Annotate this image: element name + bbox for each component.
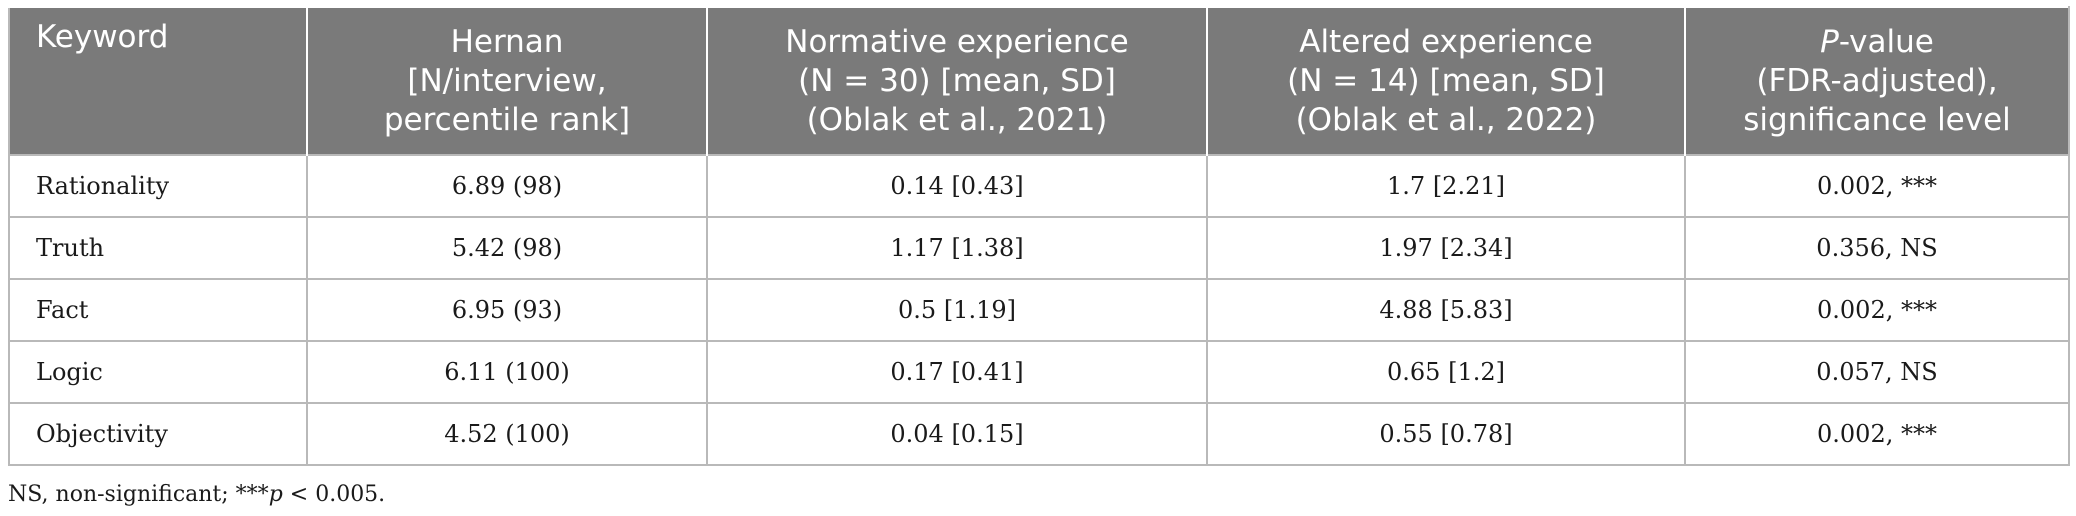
table-row: Truth 5.42 (98) 1.17 [1.38] 1.97 [2.34] … (8, 216, 2070, 280)
header-hernan: Hernan [N/interview, percentile rank] (306, 6, 708, 155)
normative-cell: 0.5 [1.19] (706, 278, 1208, 342)
p-value-cell: 0.002, *** (1684, 278, 2070, 342)
keyword-cell: Objectivity (8, 402, 308, 466)
normative-cell: 0.04 [0.15] (706, 402, 1208, 466)
normative-cell: 0.17 [0.41] (706, 340, 1208, 404)
altered-cell: 1.7 [2.21] (1206, 154, 1686, 218)
table-row: Objectivity 4.52 (100) 0.04 [0.15] 0.55 … (8, 402, 2070, 466)
hernan-cell: 5.42 (98) (306, 216, 708, 280)
hernan-cell: 6.95 (93) (306, 278, 708, 342)
altered-cell: 1.97 [2.34] (1206, 216, 1686, 280)
altered-cell: 0.55 [0.78] (1206, 402, 1686, 466)
table-row: Logic 6.11 (100) 0.17 [0.41] 0.65 [1.2] … (8, 340, 2070, 404)
p-value-cell: 0.057, NS (1684, 340, 2070, 404)
p-value-cell: 0.002, *** (1684, 154, 2070, 218)
hernan-cell: 6.11 (100) (306, 340, 708, 404)
header-normative-experience: Normative experience (N = 30) [mean, SD]… (706, 6, 1208, 155)
table-footnote: NS, non-significant; ***p < 0.005. (8, 482, 386, 507)
header-altered-experience: Altered experience (N = 14) [mean, SD] (… (1206, 6, 1686, 155)
keyword-cell: Truth (8, 216, 308, 280)
altered-cell: 4.88 [5.83] (1206, 278, 1686, 342)
keyword-cell: Fact (8, 278, 308, 342)
normative-cell: 0.14 [0.43] (706, 154, 1208, 218)
table-row: Fact 6.95 (93) 0.5 [1.19] 4.88 [5.83] 0.… (8, 278, 2070, 342)
keyword-cell: Logic (8, 340, 308, 404)
p-value-cell: 0.356, NS (1684, 216, 2070, 280)
hernan-cell: 6.89 (98) (306, 154, 708, 218)
altered-cell: 0.65 [1.2] (1206, 340, 1686, 404)
hernan-cell: 4.52 (100) (306, 402, 708, 466)
normative-cell: 1.17 [1.38] (706, 216, 1208, 280)
keyword-comparison-table: Keyword Hernan [N/interview, percentile … (8, 6, 2070, 466)
results-table-wrapper: Keyword Hernan [N/interview, percentile … (8, 6, 2070, 466)
header-p-value: P-value (FDR-adjusted), significance lev… (1684, 6, 2070, 155)
keyword-cell: Rationality (8, 154, 308, 218)
table-header-row: Keyword Hernan [N/interview, percentile … (8, 6, 2070, 155)
header-keyword: Keyword (8, 6, 308, 155)
p-value-cell: 0.002, *** (1684, 402, 2070, 466)
table-row: Rationality 6.89 (98) 0.14 [0.43] 1.7 [2… (8, 154, 2070, 218)
